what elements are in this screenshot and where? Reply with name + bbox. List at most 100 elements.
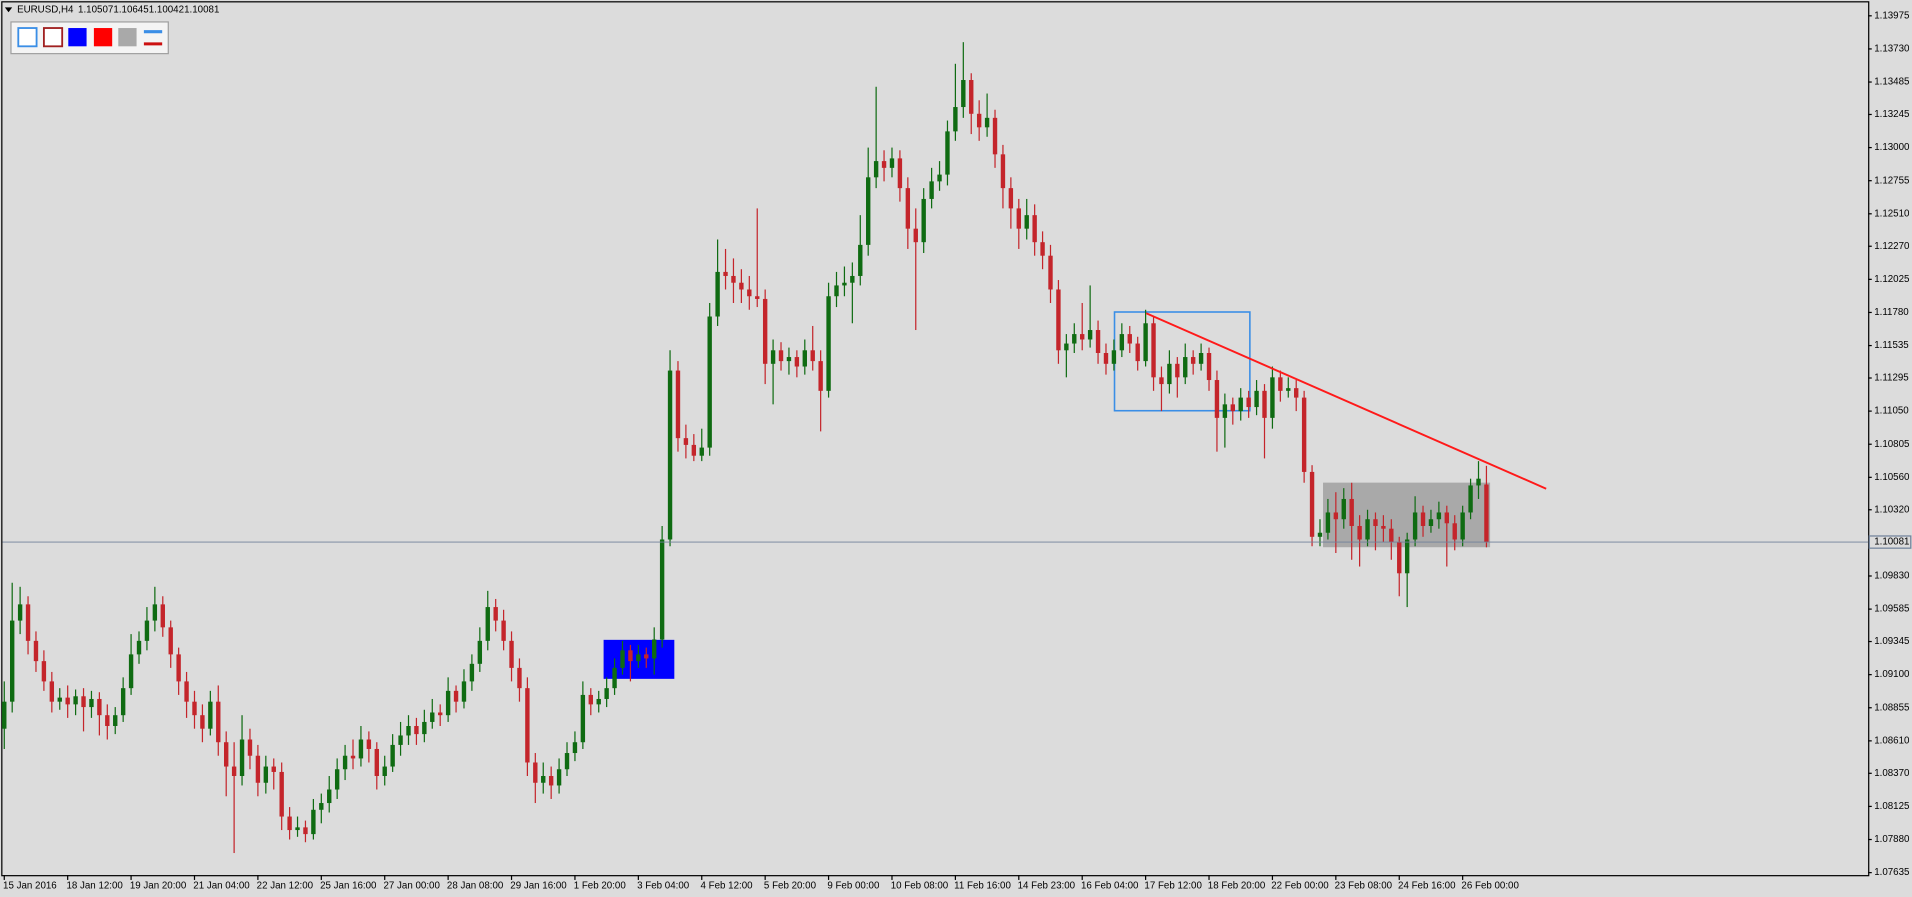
candle-body [1254,390,1259,408]
candle-body [374,748,379,777]
y-tick-label: 1.10805 [1874,439,1910,450]
y-tick-label: 1.07635 [1874,867,1910,878]
candle-body [224,742,229,767]
x-tick-label: 14 Feb 23:00 [1018,881,1076,892]
candle-body [929,181,934,199]
y-tick-label: 1.08855 [1874,702,1910,713]
candle-body [1317,532,1323,537]
candle-body [683,438,689,445]
candle-body [160,604,165,628]
tool-lines[interactable] [143,30,163,46]
candle-body [1404,539,1410,574]
candle-body [263,766,269,783]
open-price: 1.10507 [78,4,113,15]
candle-body [1349,498,1354,526]
candle-body [699,447,704,456]
candle-body [1286,388,1291,391]
candle-body [889,158,895,168]
candle-body [636,654,641,662]
y-tick-label: 1.09585 [1874,604,1910,615]
candle-body [652,639,657,659]
candle-body [1151,323,1156,378]
candle-body [961,80,966,108]
candle-body [778,350,784,362]
candle-body [128,654,134,689]
candle-body [485,607,490,641]
candle-body [976,113,982,128]
x-tick-label: 22 Jan 12:00 [257,881,314,892]
candle-body [57,697,62,702]
candle-body [1111,350,1117,364]
candle-body [715,271,720,317]
candle-body [1278,377,1283,391]
candle-body [1309,471,1315,537]
tool-red-fill[interactable] [93,28,113,47]
candle-body [1056,289,1061,351]
candle-body [287,816,292,831]
candle-body [580,694,586,743]
x-tick-label: 9 Feb 00:00 [827,881,880,892]
tool-red-outline[interactable] [42,27,64,48]
candle-body [731,275,736,283]
candle-body [937,174,942,182]
candle-body [414,725,419,735]
candle-body [866,177,871,245]
candle-body [136,640,142,655]
candle-body [303,827,308,835]
tool-blue-outline[interactable] [17,27,38,48]
candle-body [41,661,47,682]
x-tick-label: 23 Feb 08:00 [1335,881,1393,892]
candle-body [723,271,728,276]
candle-body [620,650,625,668]
candle-body [802,350,807,367]
candle-body [1143,323,1148,362]
candle-body [1412,512,1418,540]
y-tick-label: 1.13485 [1874,77,1910,88]
current-price-label: 1.10081 [1874,537,1909,548]
candle-body [1095,330,1101,354]
x-tick-label: 25 Jan 16:00 [320,881,377,892]
candle-body [430,712,435,722]
candle-body [358,739,364,759]
candle-body [1420,512,1426,526]
y-tick-label: 1.08370 [1874,768,1910,779]
candle-body [612,667,617,689]
candle-body [517,667,522,689]
candle-body [422,721,427,735]
candle-body [1080,334,1085,340]
candle-body [81,696,86,708]
candle-body [1040,242,1045,256]
candle-body [675,370,681,439]
candle-body [176,654,181,682]
candle-body [1048,255,1053,290]
tool-gray-fill[interactable] [118,28,137,47]
y-tick-label: 1.11780 [1874,307,1909,318]
plot-frame [1,1,1870,877]
candle-body [953,107,958,132]
header: EURUSD,H4 1.10507 1.10645 1.10042 1.1008… [4,4,219,15]
candle-body [445,690,451,716]
candle-body [873,161,879,178]
candle-body [1476,478,1481,486]
candle-body [1238,397,1243,412]
candle-body [113,715,118,726]
candle-body [1397,542,1402,574]
y-tick-label: 1.11050 [1874,406,1909,417]
candle-body [1000,154,1006,189]
x-tick-label: 11 Feb 16:00 [954,881,1011,892]
candle-body [1024,215,1029,229]
candle-body [548,776,554,786]
candle-body [461,681,467,702]
candle-body [1294,388,1299,398]
candle-body [239,739,245,777]
candle-body [913,228,918,243]
candle-body [49,681,55,702]
y-tick-label: 1.12025 [1874,274,1910,285]
candle-body [604,688,609,699]
x-tick-label: 15 Jan 2016 [3,881,57,892]
close-price: 1.10081 [184,4,219,15]
tool-blue-fill[interactable] [68,28,87,47]
y-tick-label: 1.12755 [1874,175,1910,186]
candle-body [477,640,483,664]
y-tick-label: 1.13975 [1874,10,1910,21]
